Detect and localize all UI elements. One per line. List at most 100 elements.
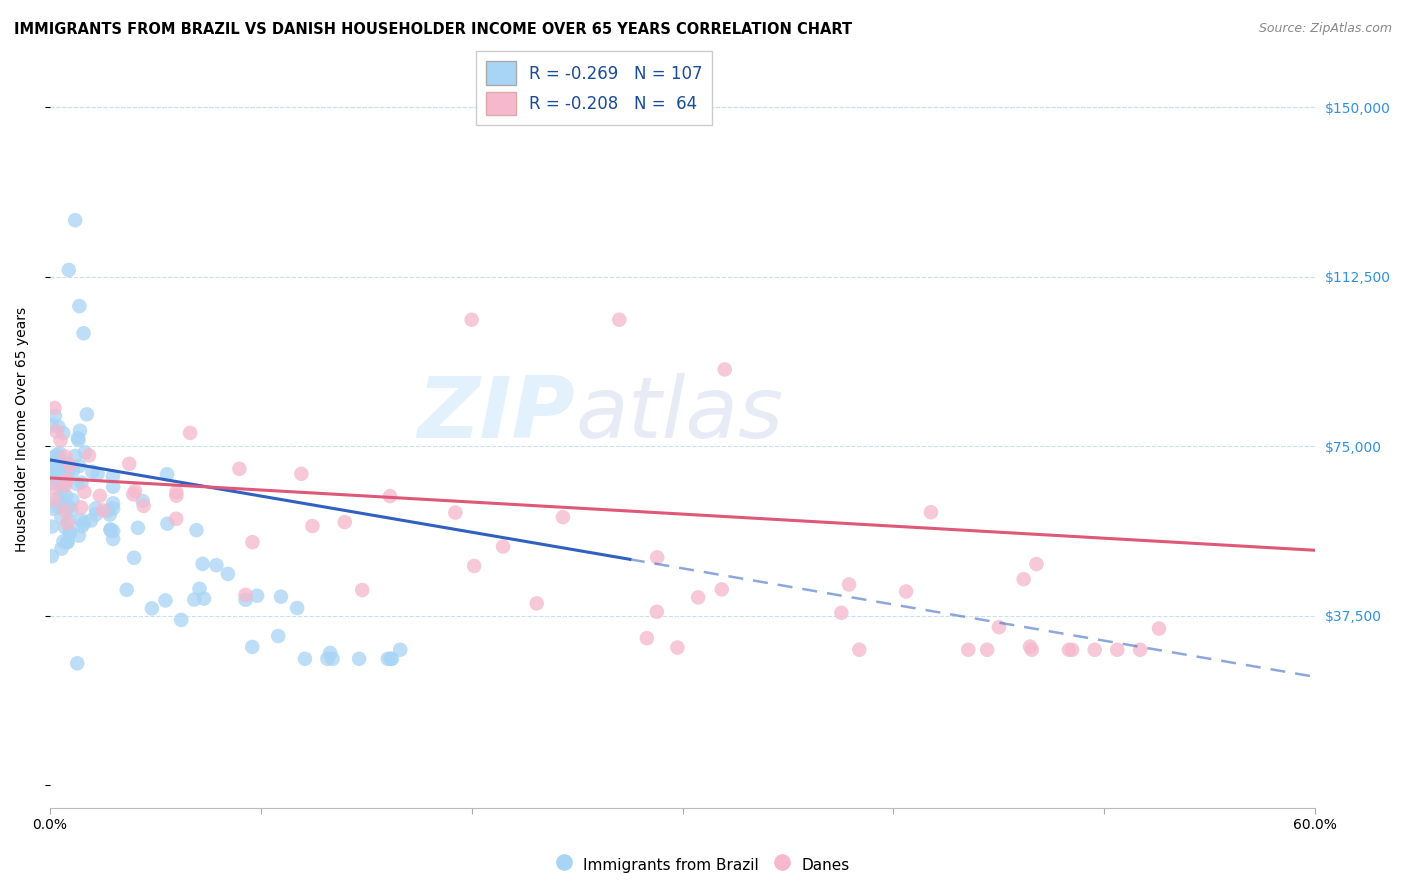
Point — [381, 652, 404, 666]
Point — [217, 566, 239, 581]
Point — [492, 540, 515, 554]
Point — [636, 631, 658, 645]
Point — [86, 467, 108, 481]
Point — [713, 362, 735, 376]
Point — [67, 458, 90, 473]
Point — [101, 496, 124, 510]
Point — [141, 601, 163, 615]
Point — [101, 532, 124, 546]
Point — [42, 481, 65, 495]
Point — [70, 519, 93, 533]
Point — [156, 516, 179, 531]
Point — [62, 493, 84, 508]
Point — [319, 646, 342, 660]
Point — [62, 464, 84, 478]
Point — [333, 515, 356, 529]
Point — [51, 541, 73, 556]
Point — [347, 652, 370, 666]
Point — [122, 550, 145, 565]
Point — [1129, 642, 1152, 657]
Point — [41, 450, 63, 465]
Point — [987, 620, 1010, 634]
Point — [69, 424, 91, 438]
Point — [101, 469, 124, 483]
Point — [100, 523, 122, 537]
Point — [41, 519, 63, 533]
Point — [1021, 642, 1043, 657]
Point — [73, 445, 96, 459]
Point — [58, 458, 80, 473]
Point — [246, 589, 269, 603]
Point — [45, 425, 67, 439]
Point — [55, 458, 77, 473]
Point — [155, 593, 177, 607]
Point — [59, 526, 82, 541]
Point — [70, 500, 93, 515]
Point — [82, 465, 104, 479]
Point — [44, 401, 66, 415]
Point — [67, 528, 90, 542]
Point — [70, 475, 93, 490]
Point — [122, 487, 145, 501]
Y-axis label: Householder Income Over 65 years: Householder Income Over 65 years — [15, 307, 30, 552]
Point — [183, 592, 205, 607]
Point — [193, 591, 215, 606]
Point — [66, 477, 89, 491]
Point — [132, 494, 155, 508]
Point — [84, 508, 107, 522]
Point — [53, 455, 76, 469]
Point — [551, 510, 574, 524]
Point — [444, 506, 467, 520]
Point — [838, 577, 860, 591]
Point — [97, 503, 120, 517]
Point — [101, 501, 124, 516]
Point — [58, 263, 80, 277]
Point — [51, 510, 73, 524]
Point — [66, 431, 89, 445]
Point — [58, 500, 80, 514]
Point — [52, 472, 75, 486]
Point — [73, 516, 96, 530]
Point — [77, 449, 100, 463]
Point — [132, 499, 155, 513]
Point — [41, 418, 63, 433]
Point — [98, 508, 121, 522]
Point — [377, 652, 399, 666]
Point — [165, 485, 187, 500]
Point — [53, 520, 76, 534]
Point — [1147, 622, 1170, 636]
Point — [45, 463, 67, 477]
Point — [267, 629, 290, 643]
Point — [52, 426, 75, 441]
Point — [607, 312, 630, 326]
Point — [645, 550, 668, 565]
Point — [322, 652, 344, 666]
Point — [55, 489, 77, 503]
Point — [80, 513, 103, 527]
Point — [63, 213, 86, 227]
Point — [55, 466, 77, 480]
Point — [118, 457, 141, 471]
Text: atlas: atlas — [575, 373, 783, 456]
Point — [45, 448, 67, 462]
Point — [460, 312, 482, 326]
Point — [1060, 642, 1083, 657]
Point — [58, 514, 80, 528]
Point — [188, 582, 211, 596]
Point — [688, 591, 710, 605]
Point — [60, 503, 83, 517]
Point — [127, 521, 149, 535]
Point — [1019, 640, 1042, 654]
Point — [389, 642, 412, 657]
Point — [1084, 642, 1107, 657]
Point — [1025, 557, 1047, 571]
Point — [67, 433, 90, 447]
Point — [186, 523, 208, 537]
Point — [115, 582, 138, 597]
Point — [920, 505, 942, 519]
Legend: R = -0.269   N = 107, R = -0.208   N =  64: R = -0.269 N = 107, R = -0.208 N = 64 — [475, 52, 713, 125]
Point — [46, 492, 69, 507]
Point — [51, 479, 73, 493]
Point — [41, 549, 63, 563]
Point — [45, 457, 67, 471]
